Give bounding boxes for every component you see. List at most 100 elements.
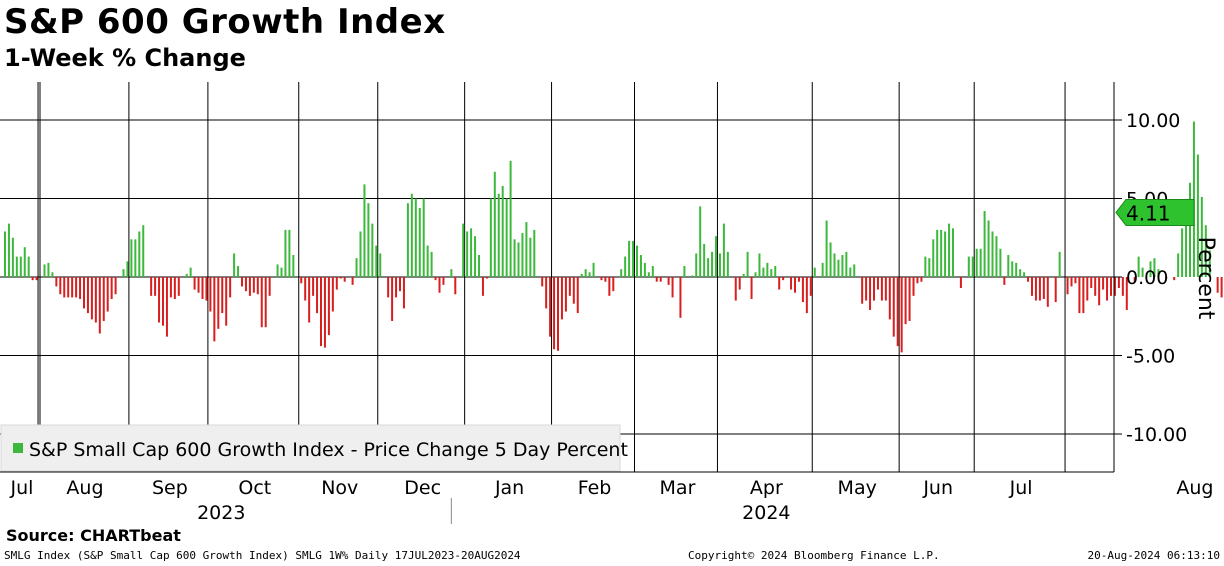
bar bbox=[821, 262, 824, 277]
bar bbox=[98, 277, 101, 334]
bar bbox=[7, 223, 10, 277]
bar bbox=[758, 253, 761, 277]
bar bbox=[154, 277, 157, 296]
bar bbox=[406, 203, 409, 277]
bar bbox=[300, 277, 303, 284]
year-label: 2024 bbox=[742, 502, 790, 524]
bar bbox=[438, 277, 441, 293]
bar bbox=[1204, 225, 1207, 277]
bar bbox=[584, 269, 587, 277]
bar bbox=[316, 277, 319, 314]
bar bbox=[557, 277, 559, 351]
bar bbox=[766, 262, 769, 277]
bar bbox=[67, 277, 70, 298]
bar bbox=[865, 277, 868, 301]
bar bbox=[501, 185, 504, 277]
bar bbox=[541, 277, 544, 287]
bar bbox=[312, 277, 315, 296]
bar bbox=[410, 193, 413, 277]
chart-title: S&P 600 Growth Index bbox=[4, 2, 446, 42]
bar bbox=[217, 277, 220, 329]
source-label: Source: CHARTbeat bbox=[6, 526, 181, 545]
legend-label: S&P Small Cap 600 Growth Index - Price C… bbox=[29, 439, 628, 461]
bar bbox=[233, 253, 236, 277]
bar bbox=[533, 229, 536, 277]
bar bbox=[229, 277, 232, 298]
bar bbox=[722, 223, 725, 277]
bar bbox=[1007, 255, 1010, 277]
bar bbox=[1042, 277, 1045, 299]
bar bbox=[1034, 277, 1037, 301]
bar bbox=[130, 239, 133, 277]
month-label: Apr bbox=[750, 477, 783, 499]
bar bbox=[79, 277, 82, 299]
bar bbox=[604, 277, 607, 282]
bar bbox=[869, 277, 872, 310]
bar bbox=[715, 236, 717, 277]
bar bbox=[63, 277, 66, 298]
bar bbox=[908, 277, 911, 321]
bar bbox=[588, 272, 591, 277]
footer-ticker-info: SMLG Index (S&P Small Cap 600 Growth Ind… bbox=[4, 549, 521, 562]
bar bbox=[320, 277, 322, 347]
last-value-label: 4.11 bbox=[1126, 201, 1171, 225]
bar bbox=[900, 277, 903, 353]
bar bbox=[726, 251, 729, 277]
bar bbox=[813, 267, 816, 277]
bar bbox=[23, 247, 26, 277]
bar bbox=[1137, 256, 1140, 277]
bar bbox=[122, 269, 125, 277]
bar bbox=[797, 277, 800, 282]
bar bbox=[209, 277, 212, 312]
bar bbox=[517, 242, 520, 277]
bar bbox=[418, 207, 421, 277]
bar bbox=[264, 277, 267, 328]
bar bbox=[995, 236, 998, 277]
bar bbox=[1003, 277, 1006, 285]
bar bbox=[466, 231, 469, 277]
bar bbox=[932, 239, 935, 277]
month-label: Dec bbox=[404, 477, 441, 499]
bar bbox=[162, 277, 164, 326]
bar bbox=[636, 245, 638, 277]
bar bbox=[774, 266, 777, 277]
bar bbox=[422, 198, 425, 277]
month-label: Sep bbox=[152, 477, 188, 499]
bar bbox=[189, 267, 192, 277]
bar bbox=[15, 256, 18, 277]
bar bbox=[462, 223, 465, 277]
bar bbox=[1066, 277, 1069, 295]
bar bbox=[59, 277, 62, 295]
bar bbox=[861, 277, 864, 304]
bar bbox=[790, 277, 793, 290]
bar bbox=[1149, 261, 1152, 277]
bar bbox=[920, 277, 923, 282]
bar bbox=[971, 256, 974, 277]
bar bbox=[450, 269, 453, 277]
bar bbox=[896, 277, 899, 347]
bar bbox=[169, 277, 172, 298]
bar bbox=[944, 231, 947, 277]
bar bbox=[304, 277, 307, 301]
bar bbox=[94, 277, 97, 323]
bar bbox=[845, 251, 848, 277]
bar bbox=[695, 253, 698, 277]
bar bbox=[1113, 277, 1116, 296]
bar bbox=[983, 211, 986, 277]
bar bbox=[1153, 258, 1156, 277]
bar bbox=[750, 277, 753, 299]
bar bbox=[904, 277, 907, 325]
bar bbox=[671, 277, 674, 298]
bar bbox=[1157, 269, 1160, 277]
year-label: 2023 bbox=[197, 502, 245, 524]
y-axis-title: Percent bbox=[1193, 237, 1218, 320]
bar bbox=[568, 277, 571, 296]
bar bbox=[876, 277, 879, 290]
bar bbox=[770, 269, 773, 277]
bar bbox=[679, 277, 682, 318]
bar bbox=[55, 277, 58, 287]
bar bbox=[35, 277, 38, 281]
bar bbox=[177, 277, 180, 296]
bar bbox=[699, 206, 702, 277]
bar bbox=[659, 277, 662, 282]
